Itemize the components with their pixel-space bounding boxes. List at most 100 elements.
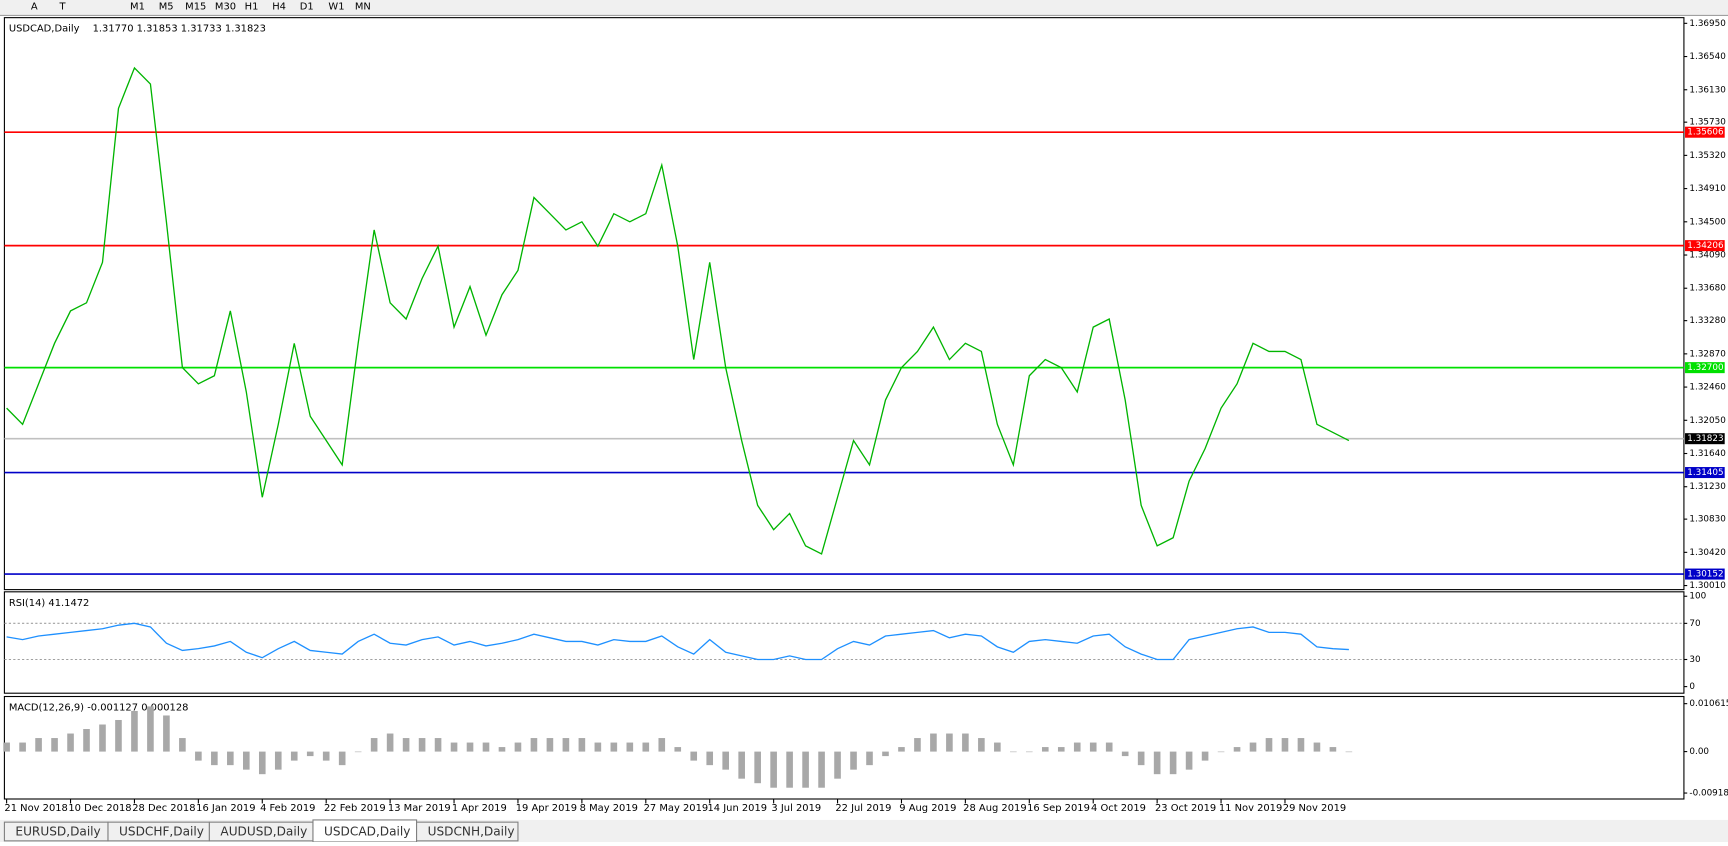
histogram-bar bbox=[466, 742, 474, 752]
y-tick-label: 1.33680 bbox=[1689, 284, 1726, 294]
y-tick-label: 1.31230 bbox=[1689, 482, 1726, 492]
histogram-bar bbox=[1265, 738, 1273, 752]
x-tick-label: 21 Nov 2018 bbox=[4, 803, 67, 814]
panel-title: USDCAD,Daily bbox=[9, 24, 80, 35]
histogram-bar bbox=[850, 751, 857, 770]
histogram-bar bbox=[370, 738, 378, 752]
y-tick-label: 1.30420 bbox=[1689, 548, 1726, 558]
timeframe-button[interactable]: D1 bbox=[300, 2, 314, 13]
x-tick-label: 22 Jul 2019 bbox=[835, 803, 891, 814]
toolbar bbox=[0, 0, 1728, 16]
histogram-bar bbox=[962, 733, 969, 752]
timeframe-button[interactable]: M5 bbox=[159, 2, 174, 13]
level-label: 1.31405 bbox=[1687, 468, 1723, 478]
tab-label[interactable]: USDCHF,Daily bbox=[119, 825, 204, 839]
histogram-bar bbox=[818, 751, 825, 788]
y-tick-label: 1.34090 bbox=[1689, 251, 1726, 261]
x-tick-label: 27 May 2019 bbox=[644, 803, 709, 814]
tab-label[interactable]: AUDUSD,Daily bbox=[220, 825, 307, 839]
y-tick-label: 1.34500 bbox=[1689, 217, 1726, 227]
timeframe-button[interactable]: H4 bbox=[272, 2, 286, 13]
histogram-bar bbox=[179, 738, 186, 752]
timeframe-button[interactable]: H1 bbox=[245, 2, 259, 13]
x-tick-label: 16 Jan 2019 bbox=[196, 803, 255, 814]
histogram-bar bbox=[1089, 742, 1097, 752]
tool[interactable]: A bbox=[31, 2, 38, 13]
tool[interactable]: T bbox=[59, 2, 67, 13]
timeframe-button[interactable]: M1 bbox=[130, 2, 145, 13]
histogram-bar bbox=[1121, 751, 1129, 757]
histogram-bar bbox=[658, 738, 666, 752]
histogram-bar bbox=[3, 742, 10, 752]
histogram-bar bbox=[1137, 751, 1145, 766]
histogram-bar bbox=[338, 751, 346, 766]
histogram-bar bbox=[1201, 751, 1209, 761]
x-tick-label: 22 Feb 2019 bbox=[324, 803, 386, 814]
x-tick-label: 14 Jun 2019 bbox=[708, 803, 768, 814]
histogram-bar bbox=[514, 742, 522, 752]
series-line bbox=[6, 622, 1349, 661]
histogram-bar bbox=[498, 747, 506, 752]
y-tick-label: 1.35730 bbox=[1689, 118, 1726, 128]
rsi-panel bbox=[3, 591, 1685, 694]
tab-label[interactable]: USDCNH,Daily bbox=[428, 825, 515, 839]
level-label: 1.34206 bbox=[1687, 241, 1724, 251]
histogram-bar bbox=[306, 751, 314, 757]
histogram-bar bbox=[978, 738, 985, 752]
histogram-bar bbox=[738, 751, 745, 779]
tab-label[interactable]: USDCAD,Daily bbox=[324, 825, 410, 839]
histogram-bar bbox=[418, 738, 426, 752]
histogram-bar bbox=[914, 738, 921, 752]
histogram-bar bbox=[626, 742, 634, 752]
panel-title: MACD(12,26,9) -0.001127 0.000128 bbox=[9, 703, 189, 714]
histogram-bar bbox=[1249, 742, 1257, 752]
histogram-bar bbox=[722, 751, 729, 770]
histogram-bar bbox=[1010, 751, 1017, 753]
x-tick-label: 11 Nov 2019 bbox=[1219, 803, 1282, 814]
tab-label[interactable]: EURUSD,Daily bbox=[15, 825, 100, 839]
x-tick-label: 3 Jul 2019 bbox=[771, 803, 821, 814]
main-panel bbox=[3, 17, 1685, 591]
histogram-bar bbox=[674, 747, 682, 752]
histogram-bar bbox=[866, 751, 873, 766]
timeframe-button[interactable]: M15 bbox=[185, 2, 206, 13]
histogram-bar bbox=[1105, 742, 1113, 752]
tab[interactable] bbox=[416, 821, 519, 842]
histogram-bar bbox=[1281, 738, 1289, 752]
histogram-bar bbox=[402, 738, 410, 752]
x-tick-label: 16 Sep 2019 bbox=[1027, 803, 1090, 814]
x-tick-label: 10 Dec 2018 bbox=[68, 803, 131, 814]
histogram-bar bbox=[1026, 751, 1033, 753]
histogram-bar bbox=[946, 733, 953, 752]
timeframe-button[interactable]: M30 bbox=[215, 2, 236, 13]
macd-panel bbox=[3, 695, 1685, 800]
histogram-bar bbox=[163, 715, 170, 752]
x-tick-label: 4 Oct 2019 bbox=[1091, 803, 1146, 814]
level-label: 1.30152 bbox=[1687, 570, 1723, 580]
level-box bbox=[1685, 568, 1725, 580]
x-tick-label: 23 Oct 2019 bbox=[1155, 803, 1216, 814]
histogram-bar bbox=[67, 733, 74, 752]
histogram-bar bbox=[258, 751, 266, 775]
histogram-bar bbox=[1217, 751, 1225, 753]
x-tick-label: 9 Aug 2019 bbox=[899, 803, 956, 814]
level-label: 1.31823 bbox=[1687, 434, 1723, 444]
level-label: 1.35606 bbox=[1687, 128, 1724, 138]
histogram-bar bbox=[482, 742, 490, 752]
histogram-bar bbox=[1041, 747, 1049, 752]
histogram-bar bbox=[147, 706, 154, 752]
y-tick-label: 0.010615 bbox=[1689, 699, 1728, 709]
histogram-bar bbox=[386, 733, 394, 752]
histogram-bar bbox=[354, 751, 362, 753]
histogram-bar bbox=[706, 751, 714, 766]
y-tick-label: 1.36130 bbox=[1689, 85, 1726, 95]
histogram-bar bbox=[770, 751, 777, 788]
timeframe-button[interactable]: MN bbox=[355, 2, 371, 13]
histogram-bar bbox=[562, 738, 570, 752]
timeframe-button[interactable]: W1 bbox=[328, 2, 344, 13]
histogram-bar bbox=[610, 742, 618, 752]
y-tick-label: 1.36540 bbox=[1689, 52, 1726, 62]
histogram-bar bbox=[243, 751, 250, 770]
